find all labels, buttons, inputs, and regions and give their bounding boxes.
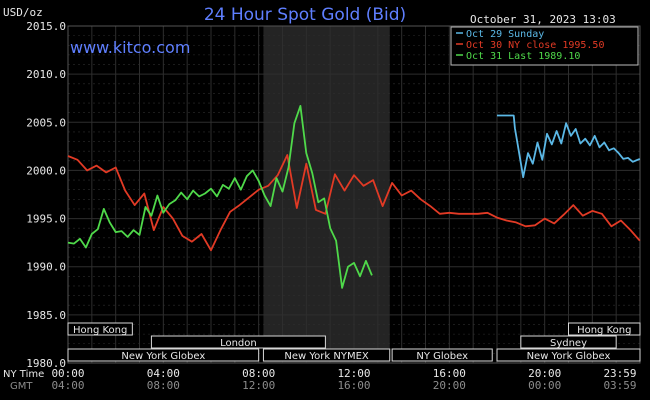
market-session-label: Sydney [550, 338, 587, 349]
x-tick-gmt: 20:00 [433, 379, 466, 392]
y-tick-label: 2010.0 [26, 68, 66, 81]
x-tick-gmt: 04:00 [51, 379, 84, 392]
y-tick-label: 2005.0 [26, 116, 66, 129]
x-tick-gmt: 08:00 [147, 379, 180, 392]
x-tick-gmt: 16:00 [337, 379, 370, 392]
x-tick-gmt: 12:00 [242, 379, 275, 392]
market-session-label: New York Globex [527, 351, 611, 362]
y-tick-label: 1985.0 [26, 309, 66, 322]
legend-entry: Oct 30 NY close 1995.50 [466, 40, 604, 51]
x-tick-gmt: 00:00 [528, 379, 561, 392]
market-session-label: London [220, 338, 257, 349]
market-session-label: NY Globex [416, 351, 468, 362]
x-tick-gmt: 03:59 [603, 379, 636, 392]
chart-title: 24 Hour Spot Gold (Bid) [204, 5, 406, 25]
ny-time-label: NY Time [3, 369, 44, 380]
gmt-label: GMT [10, 381, 33, 392]
legend-entry: Oct 29 Sunday [466, 29, 544, 40]
legend-entry: Oct 31 Last 1989.10 [466, 51, 580, 62]
y-tick-label: 1995.0 [26, 213, 66, 226]
y-tick-label: 1990.0 [26, 261, 66, 274]
y-tick-label: 2000.0 [26, 164, 66, 177]
market-session-label: Hong Kong [577, 325, 631, 336]
y-tick-label: 2015.0 [26, 20, 66, 33]
market-session-label: New York NYMEX [284, 351, 369, 362]
timestamp: October 31, 2023 13:03 [470, 13, 616, 26]
market-session-label: Hong Kong [73, 325, 127, 336]
site-watermark: www.kitco.com [70, 38, 190, 57]
unit-label: USD/oz [3, 6, 43, 19]
market-session-label: New York Globex [121, 351, 205, 362]
